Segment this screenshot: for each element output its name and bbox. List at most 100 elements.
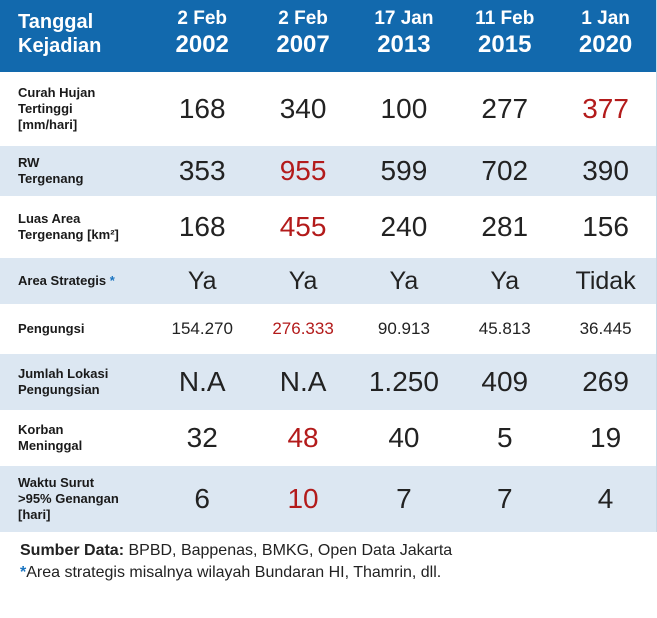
note-line: *Area strategis misalnya wilayah Bundara… [20,562,657,584]
table-cell: 340 [279,93,327,124]
row-label: RW Tergenang [0,155,152,187]
table-cell-highlight: 955 [279,155,327,186]
table-cell: 100 [380,93,428,124]
header-year: 2002 [175,31,229,58]
table-cell: 45.813 [478,319,531,338]
row-label: Waktu Surut >95% Genangan [hari] [0,475,152,523]
row-label-line: Luas Area [18,211,81,226]
row-label-line: Tergenang [km²] [18,227,119,242]
footer-notes: Sumber Data: BPBD, Bappenas, BMKG, Open … [0,540,657,584]
row-label: Pengungsi [0,321,152,337]
table-cell: 5 [496,422,513,453]
header-col-4: 1 Jan 2020 [555,0,656,72]
row-label-line: [hari] [18,507,51,522]
header-col-2: 17 Jan 2013 [353,0,454,72]
row-label-line: Pengungsian [18,382,100,397]
table-row-curah-hujan: Curah Hujan Tertinggi [mm/hari] 168 340 … [0,72,656,146]
header-date: 2 Feb [278,8,328,29]
table-cell: 390 [582,155,629,186]
header-label: Tanggal Kejadian [0,0,152,72]
header-col-1: 2 Feb 2007 [253,0,354,72]
header-label-line2: Kejadian [18,35,102,57]
table-cell: 36.445 [579,319,632,338]
table-cell: 168 [178,93,226,124]
table-cell: 19 [590,422,622,453]
table-cell-highlight: 455 [279,211,327,242]
table-cell: 156 [582,211,629,242]
table-row-rw-tergenang: RW Tergenang 353 955 599 702 390 [0,146,656,196]
note-text: Area strategis misalnya wilayah Bundaran… [26,564,442,581]
row-label-line: Korban [18,422,64,437]
table-cell: 277 [481,93,529,124]
table-cell: 281 [481,211,529,242]
table-cell: 168 [178,211,226,242]
table-row-luas-area: Luas Area Tergenang [km²] 168 455 240 28… [0,196,656,258]
table-row-pengungsi: Pengungsi 154.270 276.333 90.913 45.813 … [0,304,656,354]
row-label-line: >95% Genangan [18,491,119,506]
row-label: Area Strategis * [0,273,152,289]
table-cell-highlight: 377 [582,93,629,124]
header-year: 2015 [478,31,532,58]
table-cell: 7 [496,483,513,514]
row-label: Korban Meninggal [0,422,152,454]
header-year: 2007 [276,31,330,58]
table-cell: 90.913 [377,319,430,338]
header-col-3: 11 Feb 2015 [454,0,555,72]
table-cell: 7 [396,483,412,514]
row-label-line: Tertinggi [18,101,73,116]
table-cell-highlight: 10 [287,483,319,514]
row-label-line: Meninggal [18,438,83,453]
table-cell-highlight: 276.333 [272,319,334,338]
row-label: Jumlah Lokasi Pengungsian [0,366,152,398]
table-cell: 40 [388,422,420,453]
row-label-line: Area Strategis [18,273,107,288]
header-date: 2 Feb [177,8,228,29]
table-row-korban-meninggal: Korban Meninggal 32 48 40 5 19 [0,410,656,466]
table-cell: 599 [380,155,428,186]
header-date: 17 Jan [374,8,434,29]
header-year: 2020 [578,31,633,58]
flood-comparison-table: Tanggal Kejadian 2 Feb 2002 2 Feb 2007 1… [0,0,657,532]
table-cell: 409 [481,366,529,397]
header-date: 1 Jan [581,8,630,29]
table-cell: 702 [481,155,529,186]
table-row-area-strategis: Area Strategis * Ya Ya Ya Ya Tidak [0,258,656,304]
table-cell: 154.270 [171,319,233,338]
row-label: Luas Area Tergenang [km²] [0,211,152,243]
table-cell: Ya [490,266,520,295]
table-cell: Ya [389,266,419,295]
table-header: Tanggal Kejadian 2 Feb 2002 2 Feb 2007 1… [0,0,656,72]
asterisk-icon: * [20,564,27,581]
row-label-line: Tergenang [18,171,84,186]
table-cell: 353 [178,155,226,186]
table-cell: 4 [597,483,614,514]
table-cell: Ya [187,266,217,295]
row-label-line: Waktu Surut [18,475,95,490]
row-label-line: RW [18,155,40,170]
table-cell: 269 [582,366,629,397]
row-label: Curah Hujan Tertinggi [mm/hari] [0,85,152,133]
row-label-line: Pengungsi [18,321,85,336]
row-label-line: [mm/hari] [18,117,78,132]
table-cell: 1.250 [368,366,439,397]
table-cell: Tidak [575,266,636,295]
table-cell: 240 [380,211,428,242]
row-label-line: Jumlah Lokasi [18,366,109,381]
table-row-waktu-surut: Waktu Surut >95% Genangan [hari] 6 10 7 … [0,466,656,532]
source-label: Sumber Data: [20,542,125,559]
header-year: 2013 [377,31,431,58]
table-cell: 32 [186,422,218,453]
table-row-jumlah-lokasi: Jumlah Lokasi Pengungsian N.A N.A 1.250 … [0,354,656,410]
asterisk-icon: * [109,273,115,288]
header-date: 11 Feb [475,8,535,29]
row-label-line: Curah Hujan [18,85,96,100]
header-label-line1: Tanggal [18,11,94,33]
table-cell: 6 [194,483,210,514]
table-cell: Ya [288,266,318,295]
table-cell: N.A [279,366,327,397]
table-cell: N.A [178,366,226,397]
table-cell-highlight: 48 [287,422,319,453]
header-col-0: 2 Feb 2002 [152,0,253,72]
source-line: Sumber Data: BPBD, Bappenas, BMKG, Open … [20,540,657,562]
source-text: BPBD, Bappenas, BMKG, Open Data Jakarta [124,542,453,559]
